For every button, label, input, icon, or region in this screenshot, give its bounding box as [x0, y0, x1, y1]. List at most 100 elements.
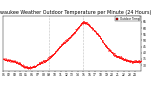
- Point: [10, 60, 13, 61]
- Point: [13, 61, 15, 62]
- Point: [43, 60, 45, 61]
- Point: [90, 28, 93, 29]
- Point: [54, 50, 57, 52]
- Point: [59, 46, 61, 47]
- Point: [56, 49, 58, 51]
- Point: [12, 61, 14, 62]
- Point: [72, 34, 74, 35]
- Point: [76, 29, 79, 30]
- Point: [53, 52, 56, 53]
- Point: [55, 50, 57, 51]
- Point: [64, 39, 67, 41]
- Point: [82, 21, 85, 23]
- Point: [130, 61, 132, 62]
- Point: [23, 64, 25, 66]
- Point: [100, 39, 103, 41]
- Point: [41, 62, 44, 63]
- Point: [69, 34, 72, 36]
- Point: [42, 60, 45, 62]
- Point: [12, 61, 15, 62]
- Point: [7, 60, 9, 62]
- Point: [91, 27, 93, 29]
- Point: [135, 60, 137, 62]
- Point: [50, 55, 53, 57]
- Point: [120, 56, 122, 57]
- Point: [113, 55, 115, 57]
- Point: [113, 53, 116, 54]
- Point: [108, 50, 111, 51]
- Point: [66, 40, 69, 41]
- Point: [35, 65, 37, 67]
- Point: [98, 36, 100, 37]
- Point: [42, 61, 44, 63]
- Point: [31, 67, 33, 68]
- Point: [116, 56, 118, 57]
- Point: [95, 32, 98, 34]
- Point: [67, 38, 69, 39]
- Point: [116, 55, 118, 57]
- Point: [139, 60, 142, 62]
- Point: [55, 50, 57, 52]
- Point: [95, 32, 97, 34]
- Point: [52, 53, 55, 55]
- Point: [43, 61, 45, 62]
- Point: [111, 52, 113, 53]
- Point: [15, 61, 18, 62]
- Point: [124, 58, 126, 60]
- Point: [5, 60, 8, 62]
- Point: [95, 32, 97, 34]
- Point: [5, 58, 8, 60]
- Point: [96, 33, 99, 34]
- Point: [17, 61, 19, 62]
- Point: [36, 65, 38, 66]
- Point: [38, 63, 40, 64]
- Point: [12, 62, 15, 63]
- Point: [21, 65, 23, 66]
- Point: [106, 47, 109, 49]
- Point: [133, 62, 136, 63]
- Point: [67, 38, 70, 40]
- Point: [136, 60, 138, 62]
- Point: [118, 57, 121, 58]
- Point: [49, 56, 52, 58]
- Point: [115, 56, 117, 57]
- Point: [19, 63, 21, 64]
- Point: [32, 66, 35, 67]
- Point: [63, 40, 66, 42]
- Point: [137, 60, 139, 61]
- Point: [122, 59, 125, 60]
- Point: [29, 67, 32, 68]
- Point: [53, 52, 56, 53]
- Point: [105, 46, 108, 48]
- Point: [27, 67, 29, 69]
- Point: [54, 51, 57, 52]
- Point: [103, 45, 106, 47]
- Point: [46, 58, 49, 59]
- Point: [50, 55, 52, 56]
- Point: [104, 45, 106, 46]
- Point: [17, 62, 20, 63]
- Point: [116, 55, 118, 57]
- Point: [75, 29, 78, 31]
- Point: [4, 59, 6, 61]
- Point: [120, 58, 123, 59]
- Point: [16, 62, 19, 63]
- Point: [129, 60, 131, 62]
- Point: [65, 40, 68, 41]
- Point: [83, 22, 85, 23]
- Point: [31, 66, 33, 67]
- Point: [103, 43, 105, 44]
- Point: [46, 58, 49, 60]
- Point: [118, 57, 120, 58]
- Point: [8, 60, 11, 61]
- Point: [92, 28, 95, 30]
- Point: [3, 59, 6, 60]
- Point: [88, 24, 90, 25]
- Point: [36, 64, 39, 65]
- Point: [69, 37, 72, 38]
- Point: [23, 66, 25, 68]
- Point: [114, 54, 116, 55]
- Point: [81, 22, 84, 24]
- Point: [9, 59, 12, 60]
- Point: [131, 60, 134, 62]
